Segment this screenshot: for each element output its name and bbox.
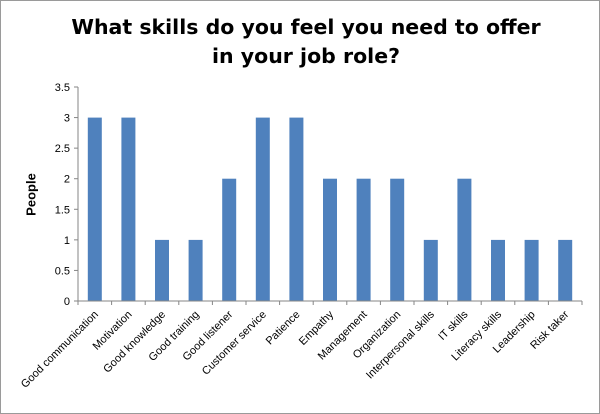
bar [491,239,505,301]
chart-title: What skills do you feel you need to offe… [71,15,541,68]
x-category-label: Customer service [200,309,269,378]
bar [255,117,270,301]
bar [289,117,304,301]
bar [121,117,136,301]
y-tick-label: 1 [64,235,70,247]
y-tick-label: 1.5 [55,204,70,216]
bar [423,239,438,301]
bar [155,239,169,301]
bar [323,178,337,301]
y-tick-label: 3.5 [55,82,70,94]
bar [524,239,539,301]
y-tick-label: 2.5 [55,143,70,155]
bar [87,117,102,301]
bar [558,239,573,301]
bar [188,239,203,301]
bar [222,178,237,301]
y-tick-label: 3 [64,113,70,125]
y-tick-label: 0 [64,296,70,308]
bar [356,178,371,301]
x-category-label: Good knowledge [101,309,168,376]
x-category-label: Patience [264,309,303,348]
bar [457,178,472,301]
x-category-label: Good communication [19,309,101,391]
y-tick-label: 0.5 [55,265,70,277]
y-tick-label: 2 [64,174,70,186]
bar [390,178,405,301]
